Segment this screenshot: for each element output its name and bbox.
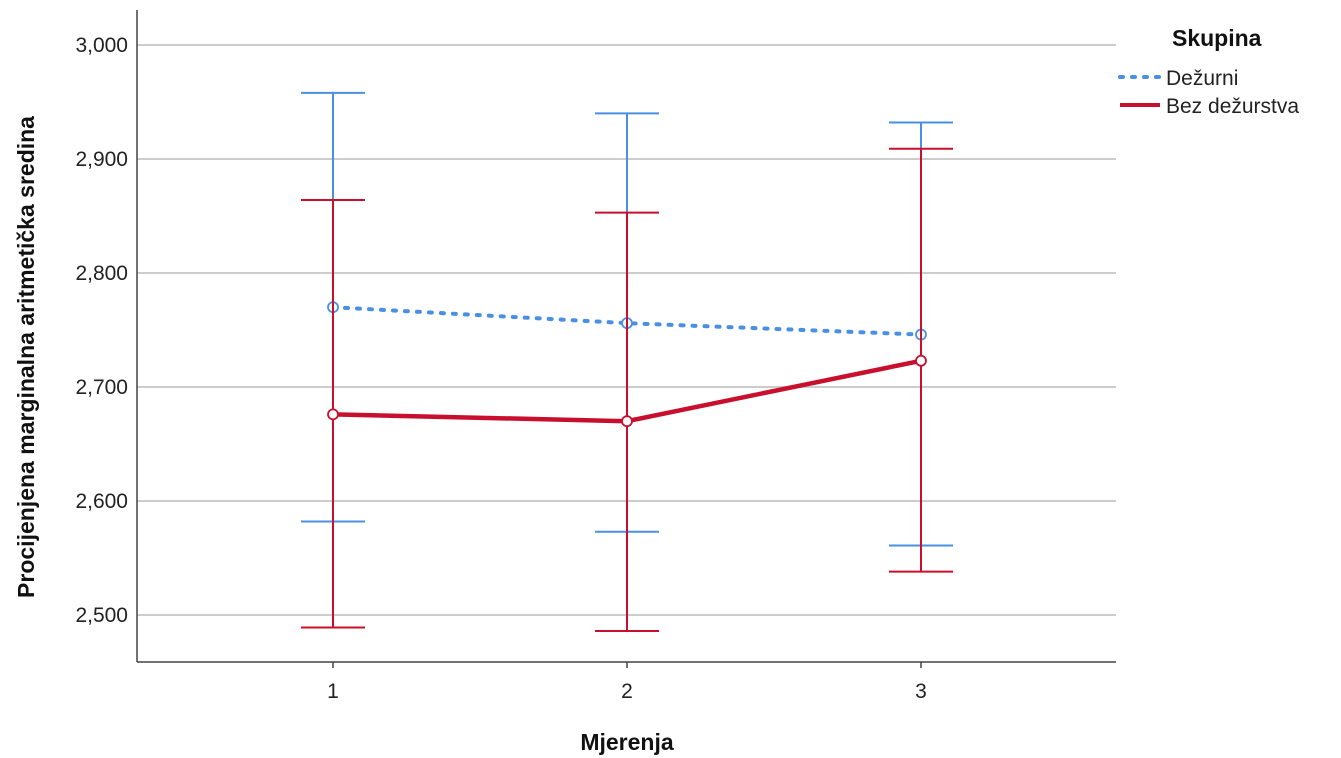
y-axis-title: Procijenjena marginalna aritmetička sred… bbox=[13, 116, 39, 598]
legend-label-bez-dezurstva: Bez dežurstva bbox=[1166, 95, 1299, 118]
y-tick-label: 2,500 bbox=[75, 604, 128, 627]
series-bez-dezurstva bbox=[301, 147, 953, 632]
y-tick-labels: 2,500 2,600 2,700 2,800 2,900 3,000 bbox=[75, 34, 128, 627]
x-axis-title: Mjerenja bbox=[580, 729, 674, 755]
y-tick-label: 2,800 bbox=[75, 262, 128, 285]
series-line bbox=[331, 305, 923, 337]
legend-label-dezurni: Dežurni bbox=[1166, 67, 1238, 90]
y-tick-label: 2,900 bbox=[75, 148, 128, 171]
y-tick-label: 2,700 bbox=[75, 376, 128, 399]
x-tick-label: 3 bbox=[915, 680, 927, 703]
legend-title: Skupina bbox=[1172, 25, 1262, 51]
data-point bbox=[327, 408, 339, 421]
x-tick-labels: 1 2 3 bbox=[327, 662, 927, 703]
series bbox=[301, 91, 953, 632]
x-tick-label: 1 bbox=[327, 680, 339, 703]
x-tick-label: 2 bbox=[621, 680, 633, 703]
data-point bbox=[915, 354, 927, 367]
y-tick-label: 3,000 bbox=[75, 34, 128, 57]
legend: Skupina Dežurni Bez dežurstva bbox=[1118, 25, 1299, 118]
y-tick-label: 2,600 bbox=[75, 490, 128, 513]
data-point bbox=[621, 415, 633, 428]
